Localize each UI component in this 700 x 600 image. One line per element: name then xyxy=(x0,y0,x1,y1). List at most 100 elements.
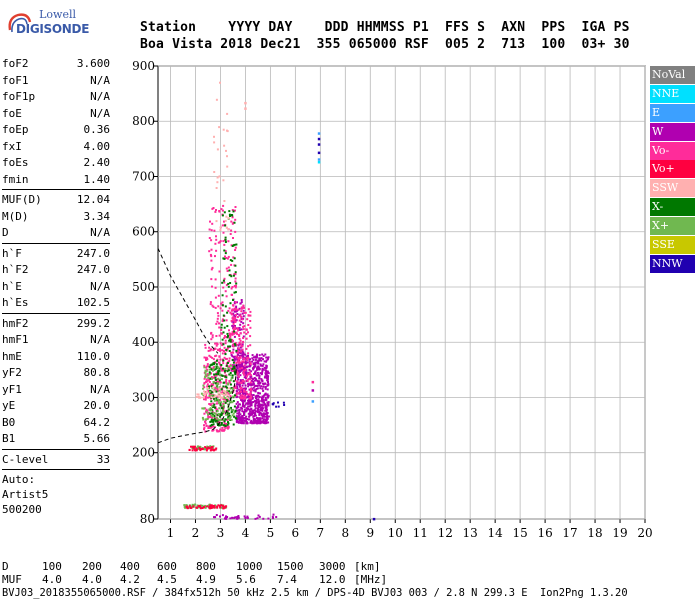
echo-point xyxy=(227,387,230,390)
echo-point xyxy=(221,301,224,304)
echo-point xyxy=(231,359,234,362)
footer-d-label: D xyxy=(2,560,9,573)
echo-point xyxy=(218,326,221,329)
echo-point xyxy=(249,344,252,347)
echo-point xyxy=(232,299,234,301)
param-separator xyxy=(2,448,110,450)
echo-point xyxy=(256,404,259,407)
footer-muf-value: [MHz] xyxy=(354,573,388,586)
echo-point xyxy=(190,445,192,448)
echo-point xyxy=(237,350,239,352)
footer-d-value: 1500 xyxy=(277,560,304,573)
echo-point xyxy=(260,414,263,417)
echo-point xyxy=(245,337,248,340)
echo-point xyxy=(218,270,221,273)
echo-point xyxy=(225,515,227,518)
echo-point xyxy=(236,309,239,312)
echo-point xyxy=(243,392,246,395)
echo-point xyxy=(209,412,212,415)
echo-point xyxy=(212,402,215,405)
echo-point xyxy=(212,358,215,361)
echo-point xyxy=(215,220,218,223)
echo-point xyxy=(242,401,245,404)
echo-point xyxy=(230,229,233,232)
echo-point xyxy=(234,315,237,318)
x-tick-label: 1 xyxy=(167,526,175,540)
echo-point xyxy=(231,324,234,327)
echo-point xyxy=(228,380,231,382)
echo-point xyxy=(228,407,231,410)
echo-point xyxy=(317,158,321,161)
echo-point xyxy=(222,404,225,407)
echo-point xyxy=(264,392,267,395)
echo-point xyxy=(214,516,217,519)
echo-point xyxy=(219,229,222,231)
echo-point xyxy=(206,365,209,368)
echo-point xyxy=(210,368,212,371)
echo-point xyxy=(272,513,275,516)
echo-point xyxy=(214,394,217,397)
echo-point xyxy=(216,148,219,151)
echo-point xyxy=(217,305,220,308)
echo-point xyxy=(247,308,250,311)
param-row: hmE 110.0 xyxy=(2,349,110,366)
echo-point xyxy=(253,365,256,368)
echo-point xyxy=(211,222,214,225)
echo-point xyxy=(238,341,241,344)
echo-point xyxy=(226,112,229,115)
echo-point xyxy=(202,384,205,387)
echo-point xyxy=(212,413,214,416)
echo-point xyxy=(251,409,254,412)
echo-point xyxy=(222,128,225,131)
echo-point xyxy=(228,412,231,415)
echo-point xyxy=(224,392,227,395)
echo-point xyxy=(264,406,267,409)
echo-point xyxy=(216,181,219,184)
param-name: B0 xyxy=(2,415,16,429)
echo-point xyxy=(245,375,248,378)
echo-point xyxy=(222,204,225,207)
echo-point xyxy=(235,284,237,287)
param-row: M(D) 3.34 xyxy=(2,209,110,226)
echo-point xyxy=(233,415,236,418)
echo-point xyxy=(317,161,321,164)
echo-point xyxy=(244,410,247,413)
echo-point xyxy=(209,220,211,223)
echo-point xyxy=(199,507,202,510)
echo-point xyxy=(232,274,235,277)
echo-point xyxy=(245,366,248,369)
echo-point xyxy=(222,507,225,510)
echo-point xyxy=(213,415,216,418)
echo-point xyxy=(216,421,219,424)
echo-point xyxy=(236,313,239,315)
legend-item-vo-: Vo+ xyxy=(650,160,695,179)
echo-point xyxy=(212,383,215,386)
echo-point xyxy=(185,505,188,508)
echo-point xyxy=(209,420,212,423)
y-tick-label: 80 xyxy=(140,512,155,526)
echo-point xyxy=(218,388,221,391)
echo-point xyxy=(211,336,214,339)
param-name: foF1 xyxy=(2,73,29,87)
echo-point xyxy=(211,356,214,359)
echo-point xyxy=(231,259,234,262)
echo-point xyxy=(202,387,204,390)
echo-point xyxy=(213,171,216,173)
legend-item-sse: SSE xyxy=(650,236,695,255)
echo-point xyxy=(235,383,238,386)
param-value: 2.40 xyxy=(83,156,111,169)
echo-point xyxy=(243,408,246,411)
echo-point xyxy=(236,387,239,390)
echo-point xyxy=(236,372,239,375)
echo-point xyxy=(235,362,238,364)
echo-point xyxy=(266,356,269,359)
echo-point xyxy=(229,374,232,377)
footer-muf-value: 4.2 xyxy=(120,573,140,586)
echo-point xyxy=(236,351,239,354)
echo-point xyxy=(225,257,228,259)
echo-point xyxy=(234,249,237,251)
echo-point xyxy=(215,397,218,400)
echo-point xyxy=(201,407,204,410)
echo-point xyxy=(242,399,245,402)
echo-point xyxy=(221,352,224,355)
